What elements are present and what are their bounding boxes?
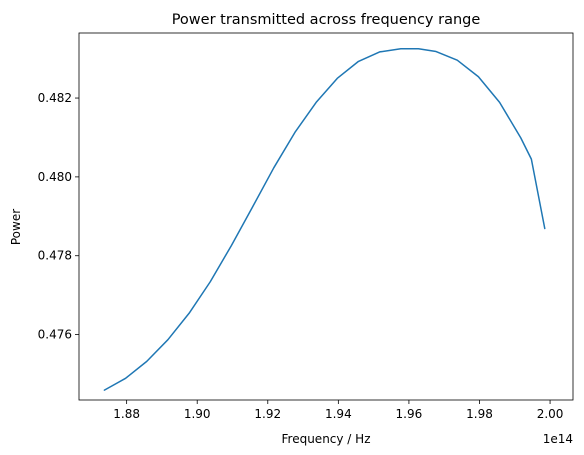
series-line-0 [103,48,546,391]
x-tick-label: 1.90 [184,407,211,421]
x-axis-label: Frequency / Hz [282,432,371,446]
x-tick-label: 1.96 [396,407,423,421]
y-tick-label: 0.480 [38,170,72,184]
y-tick-label: 0.478 [38,249,72,263]
y-tick-label: 0.482 [38,91,72,105]
y-tick-label: 0.476 [38,328,72,342]
y-axis: 0.476 0.478 0.480 0.482 [38,91,79,342]
x-axis: 1.88 1.90 1.92 1.94 1.96 1.98 2.00 [113,400,563,421]
chart-title: Power transmitted across frequency range [172,12,481,28]
x-axis-offset-label: 1e14 [543,432,573,446]
plot-area [78,32,574,401]
y-axis-label: Power [9,209,23,245]
x-tick-label: 1.92 [254,407,281,421]
x-tick-label: 1.88 [113,407,140,421]
axes-frame [78,32,574,401]
x-tick-label: 1.98 [466,407,493,421]
x-tick-label: 1.94 [325,407,352,421]
x-tick-label: 2.00 [537,407,564,421]
